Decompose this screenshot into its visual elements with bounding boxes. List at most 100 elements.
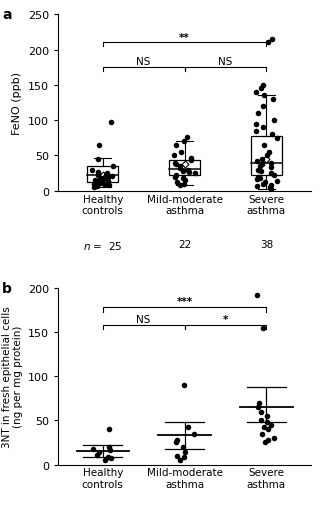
Point — [107, 182, 112, 190]
Point — [178, 163, 183, 171]
Point — [262, 141, 267, 149]
Point — [182, 177, 187, 185]
Point — [180, 443, 185, 451]
Text: a: a — [2, 8, 12, 22]
Point — [263, 179, 268, 187]
Point — [108, 454, 113, 463]
Point — [96, 156, 101, 164]
Point — [257, 163, 262, 171]
Text: b: b — [2, 281, 12, 295]
Point — [103, 456, 108, 464]
Point — [264, 152, 269, 160]
Point — [253, 127, 258, 135]
Point — [268, 164, 273, 172]
Point — [99, 180, 104, 188]
Point — [102, 181, 107, 189]
Point — [259, 161, 264, 169]
Point — [263, 438, 268, 446]
Point — [257, 175, 262, 183]
Point — [103, 171, 108, 179]
Point — [192, 170, 197, 178]
Point — [266, 148, 272, 157]
Y-axis label: 3NT in fresh epithelial cells
(ng per mg protein): 3NT in fresh epithelial cells (ng per mg… — [2, 306, 23, 447]
Point — [108, 119, 114, 127]
Text: NS: NS — [136, 58, 151, 67]
Point — [261, 103, 266, 111]
Point — [258, 168, 264, 176]
Point — [173, 161, 178, 169]
Text: ***: *** — [177, 297, 193, 307]
Point — [96, 168, 101, 176]
Point — [171, 152, 177, 160]
Point — [95, 182, 100, 190]
Point — [260, 82, 265, 90]
Text: NS: NS — [218, 58, 233, 67]
Point — [181, 168, 186, 176]
Point — [254, 89, 259, 97]
Point — [261, 423, 266, 431]
Point — [261, 92, 266, 100]
Point — [189, 155, 194, 163]
Point — [173, 141, 178, 149]
Bar — [87, 167, 118, 182]
Point — [91, 184, 97, 192]
Point — [259, 430, 264, 438]
Point — [96, 172, 101, 180]
Text: $n$ =  25: $n$ = 25 — [83, 239, 123, 251]
Point — [261, 324, 266, 332]
Point — [267, 184, 273, 192]
Point — [255, 182, 260, 190]
Point — [264, 412, 269, 420]
Point — [106, 452, 111, 461]
Point — [265, 418, 270, 426]
Point — [178, 148, 184, 157]
Point — [99, 175, 104, 183]
Point — [265, 39, 270, 47]
Point — [104, 170, 109, 178]
Point — [271, 117, 276, 125]
Point — [100, 179, 105, 187]
Point — [95, 451, 100, 459]
Point — [105, 177, 110, 185]
Point — [98, 176, 103, 184]
Point — [102, 174, 107, 182]
Point — [181, 180, 186, 188]
Point — [270, 96, 275, 104]
Point — [274, 134, 279, 142]
Point — [90, 166, 95, 174]
Bar — [169, 161, 200, 176]
Point — [180, 175, 185, 183]
Point — [186, 423, 191, 431]
Point — [108, 445, 113, 453]
Point — [255, 176, 260, 184]
Point — [173, 172, 178, 180]
Point — [269, 421, 274, 429]
Point — [259, 408, 264, 416]
Point — [255, 403, 260, 412]
Point — [274, 177, 279, 185]
Point — [175, 452, 180, 460]
Point — [110, 173, 115, 181]
Point — [256, 110, 261, 118]
Point — [96, 141, 101, 149]
Point — [268, 159, 273, 167]
Point — [268, 185, 273, 193]
Point — [93, 178, 98, 186]
Point — [92, 177, 97, 185]
Point — [107, 443, 112, 451]
Point — [270, 36, 275, 44]
Point — [106, 425, 111, 433]
Point — [174, 436, 179, 444]
Point — [265, 425, 271, 433]
Point — [174, 179, 179, 187]
Y-axis label: FeNO (ppb): FeNO (ppb) — [12, 72, 22, 135]
Point — [256, 399, 261, 407]
Point — [192, 430, 197, 438]
Point — [110, 163, 116, 171]
Point — [268, 182, 273, 190]
Point — [100, 175, 106, 183]
Point — [105, 173, 110, 181]
Point — [254, 120, 259, 128]
Point — [181, 138, 187, 146]
Point — [259, 85, 264, 93]
